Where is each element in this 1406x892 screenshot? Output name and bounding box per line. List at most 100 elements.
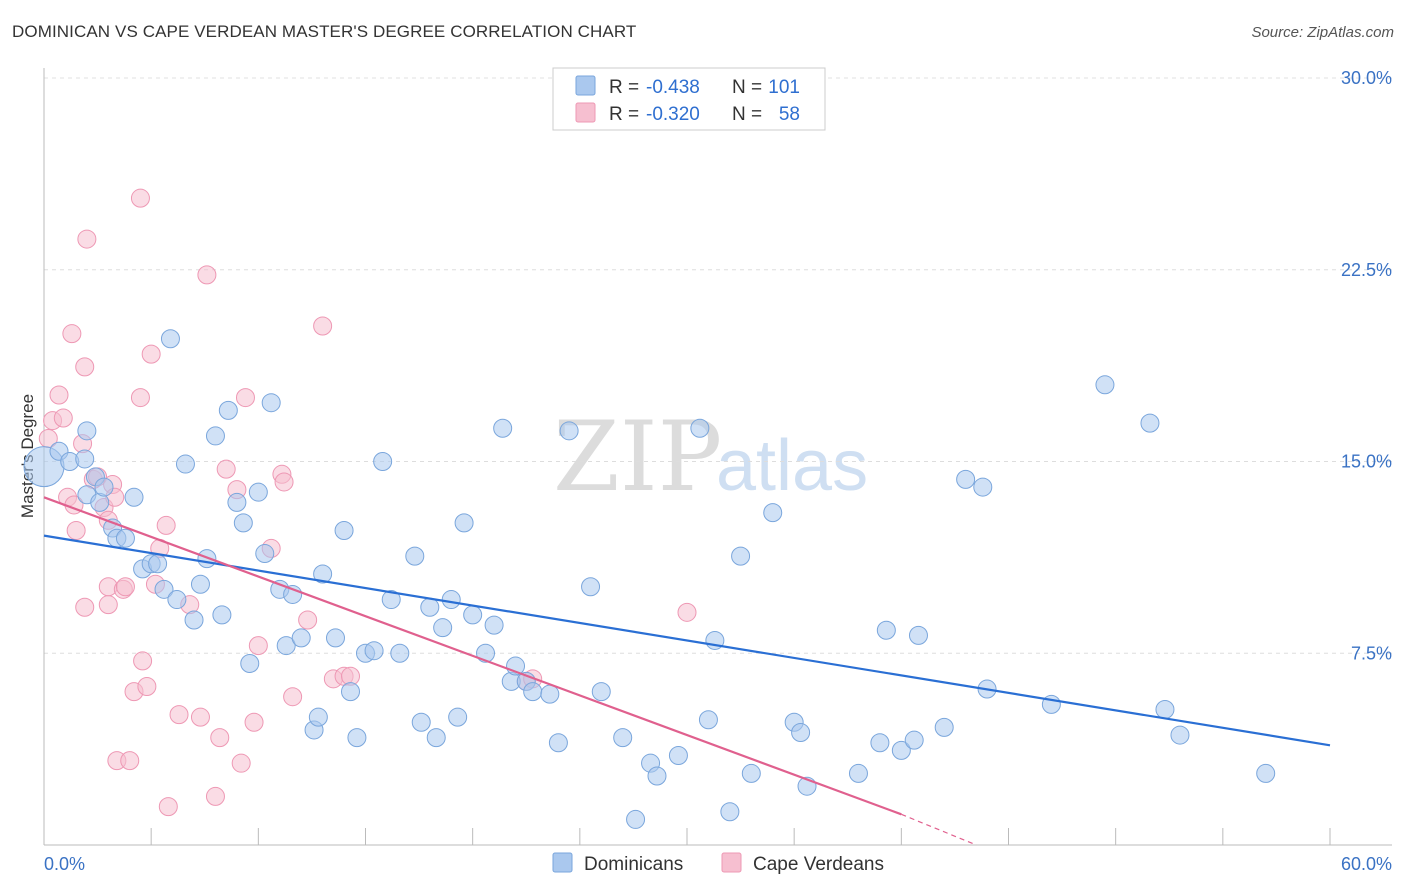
point-dominicans (441, 590, 461, 610)
x-axis-ticks (43, 828, 1331, 845)
point-dominicans (454, 513, 474, 533)
point-cape-verdeans (210, 728, 230, 748)
trend-line-dominicans (43, 534, 1331, 747)
point-dominicans (124, 487, 144, 507)
point-dominicans (175, 454, 195, 474)
point-cape-verdeans (53, 408, 73, 428)
point-dominicans (334, 521, 354, 541)
point-dominicans (548, 733, 568, 753)
point-dominicans (1256, 763, 1276, 783)
series-dominicans (23, 329, 1276, 829)
point-dominicans (876, 620, 896, 640)
point-dominicans (668, 746, 688, 766)
point-dominicans (1155, 699, 1175, 719)
point-dominicans (934, 717, 954, 737)
point-dominicans (690, 418, 710, 438)
point-cape-verdeans (98, 595, 118, 615)
point-cape-verdeans (677, 602, 697, 622)
legend-box (552, 67, 826, 131)
point-dominicans (276, 636, 296, 656)
point-dominicans (484, 615, 504, 635)
point-cape-verdeans (205, 786, 225, 806)
point-cape-verdeans (130, 188, 150, 208)
point-dominicans (205, 426, 225, 446)
point-cape-verdeans (298, 610, 318, 630)
point-dominicans (364, 641, 384, 661)
point-dominicans (493, 418, 513, 438)
point-cape-verdeans (75, 357, 95, 377)
point-dominicans (741, 763, 761, 783)
point-dominicans (591, 682, 611, 702)
source-label: Source: ZipAtlas.com (1251, 24, 1394, 41)
bottom-legend-label-dominicans: Dominicans (584, 854, 683, 875)
point-dominicans (167, 590, 187, 610)
point-dominicans (908, 625, 928, 645)
legend-top: R = -0.438 N = 101 R = -0.320 N = 58 (552, 67, 826, 131)
point-dominicans (75, 449, 95, 469)
point-cape-verdeans (141, 344, 161, 364)
y-tick-labels: 7.5% 15.0% 22.5% 30.0% (1341, 68, 1392, 663)
point-cape-verdeans (115, 577, 135, 597)
point-dominicans (1095, 375, 1115, 395)
point-dominicans (523, 682, 543, 702)
legend-n-value-dominicans: 101 (768, 77, 800, 98)
trend-line-cape-verdeans-extension (901, 813, 977, 846)
point-cape-verdeans (130, 388, 150, 408)
point-dominicans (720, 802, 740, 822)
point-cape-verdeans (75, 597, 95, 617)
point-dominicans (148, 554, 168, 574)
point-cape-verdeans (190, 707, 210, 727)
y-tick-label: 22.5% (1341, 260, 1392, 280)
point-dominicans (426, 728, 446, 748)
point-dominicans (390, 643, 410, 663)
legend-bottom: Dominicans Cape Verdeans (552, 852, 884, 875)
legend-r-value-dominicans: -0.438 (646, 77, 700, 98)
point-cape-verdeans (313, 316, 333, 336)
point-dominicans (626, 809, 646, 829)
point-dominicans (613, 728, 633, 748)
point-dominicans (325, 628, 345, 648)
point-cape-verdeans (62, 324, 82, 344)
point-dominicans (698, 710, 718, 730)
legend-r-label-cape-verdeans: R = (609, 104, 639, 125)
point-dominicans (240, 653, 260, 673)
y-tick-label: 7.5% (1351, 643, 1392, 663)
point-cape-verdeans (133, 651, 153, 671)
point-dominicans (347, 728, 367, 748)
point-dominicans (381, 590, 401, 610)
legend-swatch-dominicans (575, 75, 596, 96)
point-dominicans (373, 452, 393, 471)
point-dominicans (420, 597, 440, 617)
trend-line-cape-verdeans (43, 496, 902, 816)
point-dominicans (904, 730, 924, 750)
point-dominicans (1140, 413, 1160, 433)
point-dominicans (340, 682, 360, 702)
point-dominicans (763, 503, 783, 523)
x-tick-label-max: 60.0% (1341, 854, 1392, 874)
point-cape-verdeans (274, 472, 294, 492)
point-dominicans (559, 421, 579, 441)
point-dominicans (870, 733, 890, 753)
legend-n-label-cape-verdeans: N = (732, 104, 762, 125)
watermark-atlas: atlas (716, 426, 868, 506)
point-dominicans (227, 492, 247, 512)
bottom-legend-swatch-cape-verdeans (721, 852, 742, 873)
point-cape-verdeans (169, 705, 189, 725)
point-dominicans (261, 393, 281, 413)
point-dominicans (463, 605, 483, 625)
point-dominicans (647, 766, 667, 786)
point-dominicans (255, 544, 275, 564)
point-dominicans (891, 740, 911, 760)
point-dominicans (184, 610, 204, 630)
point-dominicans (1170, 725, 1190, 745)
point-dominicans (973, 477, 993, 497)
y-tick-label: 30.0% (1341, 68, 1392, 88)
legend-swatch-cape-verdeans (575, 102, 596, 123)
point-dominicans (190, 574, 210, 594)
bottom-legend-label-cape-verdeans: Cape Verdeans (753, 854, 884, 875)
point-dominicans (233, 513, 253, 533)
y-tick-label: 15.0% (1341, 452, 1392, 472)
point-dominicans (154, 579, 174, 599)
x-tick-label-min: 0.0% (44, 854, 85, 874)
